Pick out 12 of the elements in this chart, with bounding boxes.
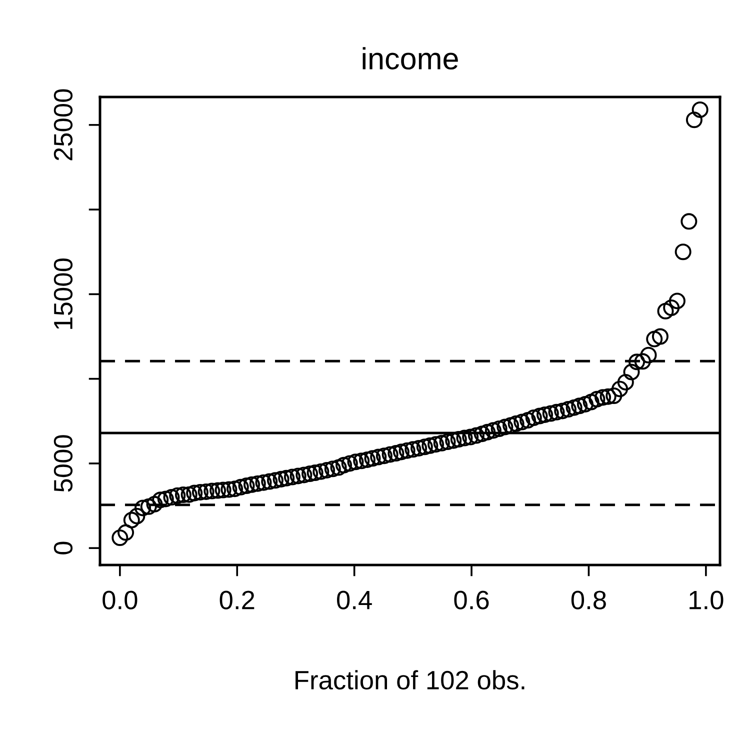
y-tick-label: 0 [54, 542, 73, 554]
x-tick-label: 1.0 [690, 590, 724, 610]
x-tick-label: 0.0 [102, 590, 138, 610]
x-tick-label: 0.8 [571, 590, 606, 610]
x-tick-label: 0.4 [337, 590, 372, 610]
chart-title: income [362, 47, 458, 70]
x-tick-label: 0.2 [220, 590, 254, 610]
x-tick-label: 0.6 [454, 590, 489, 610]
x-axis-title: Fraction of 102 obs. [296, 670, 524, 690]
y-tick-label: 15000 [54, 258, 73, 329]
y-tick-label: 5000 [54, 435, 73, 492]
y-tick-label: 25000 [54, 89, 73, 160]
